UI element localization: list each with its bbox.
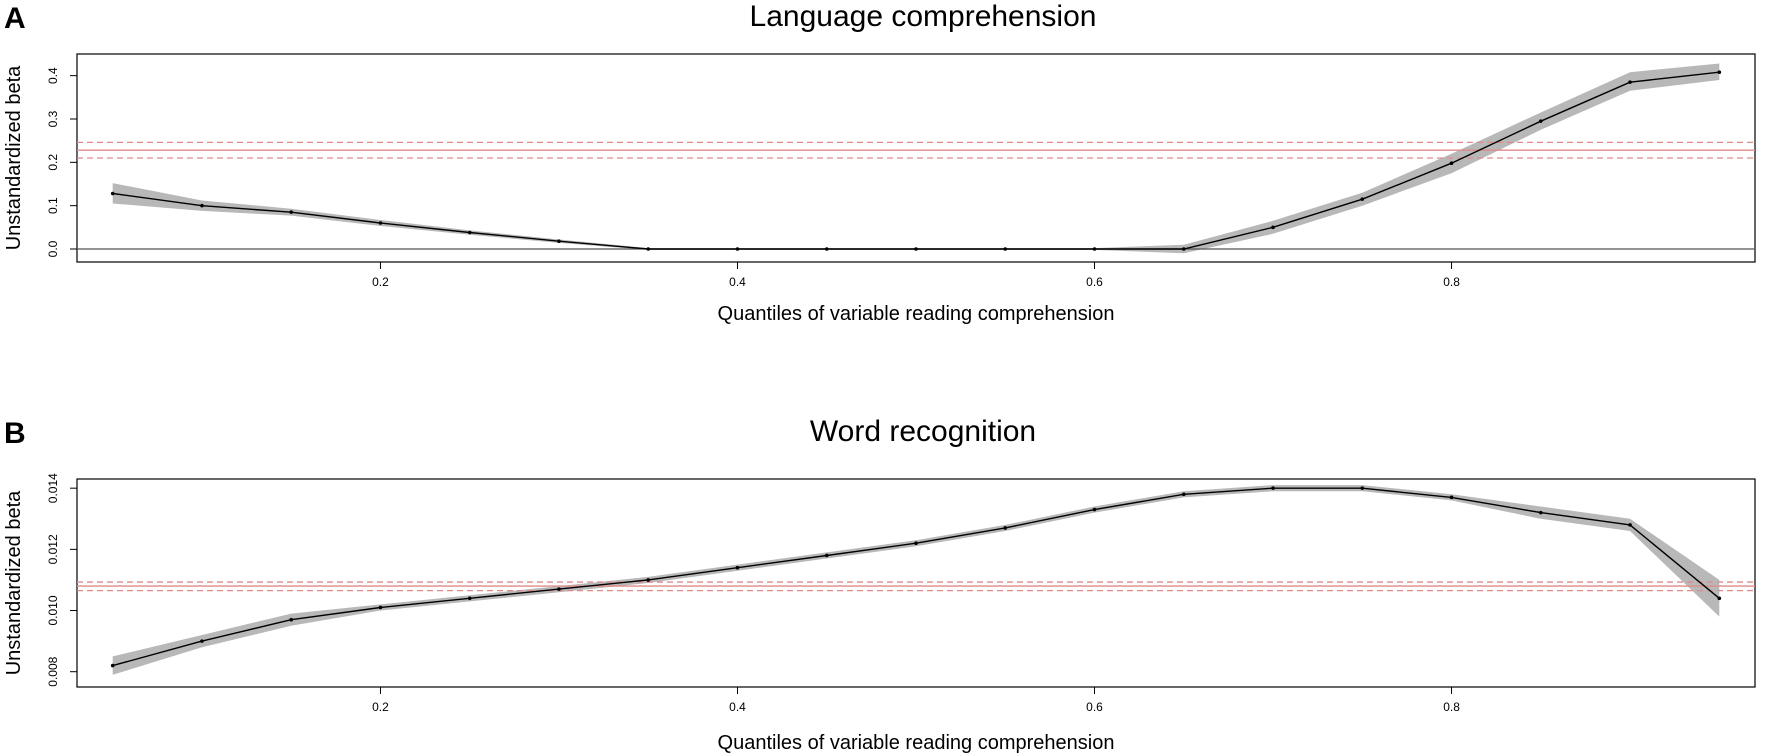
y-tick-label: 0.010 [46,595,60,625]
data-point [914,541,918,546]
x-axis-label: Quantiles of variable reading comprehens… [718,303,1115,325]
data-point [1360,197,1365,201]
data-point [646,247,651,251]
data-point [1181,492,1186,497]
data-point [1181,247,1186,251]
data-point [1717,70,1722,74]
data-point [467,230,472,235]
x-tick-label: 0.2 [372,275,389,289]
panel-a: A Language comprehension 0.2 0.4 0.6 0.8 0.… [3,0,1756,325]
data-point [467,596,472,601]
data-point [1538,119,1543,123]
data-point [1271,486,1275,490]
y-tick-label: 0.0 [46,240,60,257]
data-point [378,221,383,225]
data-point [1628,80,1632,84]
data-point [289,210,294,214]
data-point [200,203,204,208]
data-point [1717,596,1722,601]
data-point [735,565,740,570]
x-tick-label: 0.8 [1443,700,1460,714]
data-point [110,663,115,668]
data-point [1449,161,1454,165]
panel-letter: B [4,417,26,450]
y-axis-label: Unstandardized beta [3,490,25,675]
data-point [1092,507,1097,512]
data-point [200,639,204,643]
data-point [735,247,740,251]
data-point [824,553,829,558]
y-axis-label: Unstandardized beta [3,65,25,250]
x-axis-label: Quantiles of variable reading comprehens… [718,732,1115,754]
estimate-line [112,487,1720,667]
data-point [110,191,115,196]
y-tick-label: 0.014 [46,473,60,503]
x-tick-label: 0.2 [372,700,389,714]
data-point [824,247,829,251]
data-point [646,578,651,582]
chart-title: Language comprehension [750,0,1097,33]
x-tick-label: 0.4 [729,275,746,289]
data-point [1538,510,1543,515]
data-point [1628,523,1632,527]
data-point [1003,247,1008,251]
data-point [557,587,561,591]
y-tick-label: 0.2 [46,154,60,171]
data-point [1449,495,1454,500]
panel-b: B Word recognition 0.2 0.4 0.6 0.8 0.008 0.0… [3,415,1756,754]
x-tick-label: 0.6 [1086,275,1103,289]
chart-title: Word recognition [810,415,1036,448]
y-tick-label: 0.1 [46,197,60,214]
data-point [557,239,561,243]
panel-letter: A [4,2,26,35]
y-tick-label: 0.008 [46,656,60,686]
data-point [1360,486,1365,490]
x-tick-label: 0.8 [1443,275,1460,289]
x-tick-label: 0.4 [729,700,746,714]
y-tick-label: 0.3 [46,110,60,127]
plot-frame [76,478,1756,688]
data-point [1092,247,1097,251]
data-point [914,247,918,251]
data-point [1271,225,1275,230]
y-tick-label: 0.4 [46,67,60,84]
data-point [378,605,383,610]
confidence-band [112,485,1720,675]
data-point [289,617,294,622]
data-point [1003,526,1008,530]
x-tick-label: 0.6 [1086,700,1103,714]
y-tick-label: 0.012 [46,534,60,564]
